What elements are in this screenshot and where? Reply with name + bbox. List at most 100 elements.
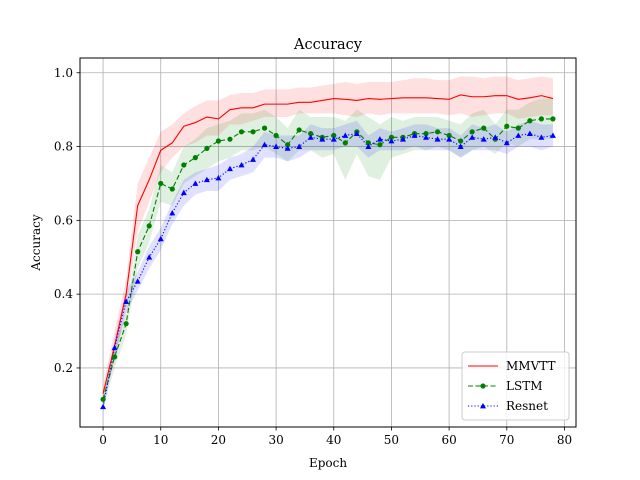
resnet-point xyxy=(273,143,280,149)
resnet-confidence-band xyxy=(103,120,553,413)
lstm-line xyxy=(102,118,553,400)
lstm-point xyxy=(515,125,521,131)
resnet-point xyxy=(250,156,257,162)
legend-lstm-marker xyxy=(480,383,486,389)
lstm-point xyxy=(181,162,187,168)
lstm-point xyxy=(100,396,106,402)
y-tick-label: 0.8 xyxy=(54,140,73,154)
legend-entries: MMVTT LSTM Resnet xyxy=(468,359,555,413)
resnet-point xyxy=(515,132,522,138)
lstm-point xyxy=(331,132,337,139)
lstm-point xyxy=(112,354,118,360)
resnet-point xyxy=(100,403,107,410)
legend: MMVTT LSTM Resnet xyxy=(461,351,570,421)
lstm-point xyxy=(342,140,348,146)
y-axis-title: Accuracy xyxy=(29,214,43,271)
resnet-point xyxy=(296,143,303,149)
lstm-point xyxy=(227,136,233,142)
mmvtt-confidence-band xyxy=(103,76,553,402)
x-tick-label: 80 xyxy=(557,433,572,447)
resnet-point xyxy=(457,143,464,149)
resnet-point xyxy=(411,132,418,138)
resnet-point xyxy=(446,136,453,142)
resnet-point xyxy=(238,162,245,168)
resnet-point xyxy=(319,136,326,142)
lstm-point xyxy=(296,127,302,133)
lstm-point xyxy=(123,321,129,327)
lstm-point xyxy=(215,138,222,144)
lstm-point xyxy=(458,138,464,144)
lstm-point xyxy=(204,145,210,152)
lstm-point xyxy=(365,140,371,146)
lstm-point xyxy=(158,180,164,187)
resnet-point xyxy=(180,189,187,196)
x-axis-title: Epoch xyxy=(309,456,347,470)
resnet-point xyxy=(111,344,118,351)
lstm-point xyxy=(308,131,314,137)
lstm-point xyxy=(135,249,141,255)
resnet-point xyxy=(434,136,441,142)
resnet-point xyxy=(123,298,130,304)
lstm-point xyxy=(388,134,395,140)
plot-frame xyxy=(79,57,577,428)
lstm-point xyxy=(434,129,441,135)
y-tick-label: 0.4 xyxy=(54,287,73,301)
x-tick-label: 0 xyxy=(99,433,107,447)
lstm-point xyxy=(550,116,556,122)
lstm-point xyxy=(238,129,245,135)
lstm-point xyxy=(146,223,152,229)
x-tick-label: 50 xyxy=(384,433,399,447)
y-tick-label: 0.2 xyxy=(54,361,73,375)
x-tick-label: 10 xyxy=(153,433,168,447)
resnet-point xyxy=(203,176,210,183)
lstm-point xyxy=(169,186,175,192)
resnet-line xyxy=(102,133,554,407)
resnet-point xyxy=(492,134,499,140)
resnet-point xyxy=(376,136,383,142)
resnet-point xyxy=(538,134,545,140)
x-tick-label: 40 xyxy=(326,433,341,447)
lstm-point xyxy=(285,142,291,148)
resnet-point xyxy=(330,136,337,142)
resnet-point xyxy=(307,134,314,140)
lstm-point xyxy=(527,118,533,124)
legend-box xyxy=(461,351,570,421)
resnet-point xyxy=(503,139,510,146)
confidence-bands xyxy=(103,76,553,413)
resnet-point xyxy=(215,174,222,181)
x-tick-label: 60 xyxy=(441,433,456,447)
resnet-point xyxy=(480,136,487,142)
mmvtt-line xyxy=(102,94,554,394)
x-tick-label: 30 xyxy=(268,433,283,447)
resnet-point xyxy=(169,209,176,216)
resnet-point xyxy=(399,136,406,142)
lstm-point xyxy=(250,129,256,135)
lstm-point xyxy=(192,155,198,161)
x-tick-label: 20 xyxy=(211,433,226,447)
legend-resnet-label: Resnet xyxy=(506,399,548,413)
resnet-point xyxy=(423,134,430,140)
lstm-point xyxy=(446,132,452,139)
lstm-point xyxy=(377,142,383,148)
resnet-point xyxy=(261,141,268,148)
lstm-point xyxy=(504,123,510,129)
resnet-point xyxy=(526,130,533,137)
lstm-point xyxy=(261,125,268,131)
resnet-point xyxy=(284,145,291,151)
series-markers xyxy=(100,116,556,410)
lstm-confidence-band xyxy=(103,98,553,409)
resnet-point xyxy=(353,130,360,137)
resnet-point xyxy=(549,132,556,138)
lstm-point xyxy=(469,129,475,135)
resnet-point xyxy=(365,143,372,149)
lstm-point xyxy=(538,116,544,122)
resnet-point xyxy=(226,165,233,172)
y-tick-label: 0.6 xyxy=(54,213,73,227)
y-tick-label: 1.0 xyxy=(54,66,73,80)
resnet-point xyxy=(342,132,349,138)
lstm-point xyxy=(423,131,429,137)
resnet-point xyxy=(388,138,395,144)
series-lines xyxy=(102,94,554,407)
